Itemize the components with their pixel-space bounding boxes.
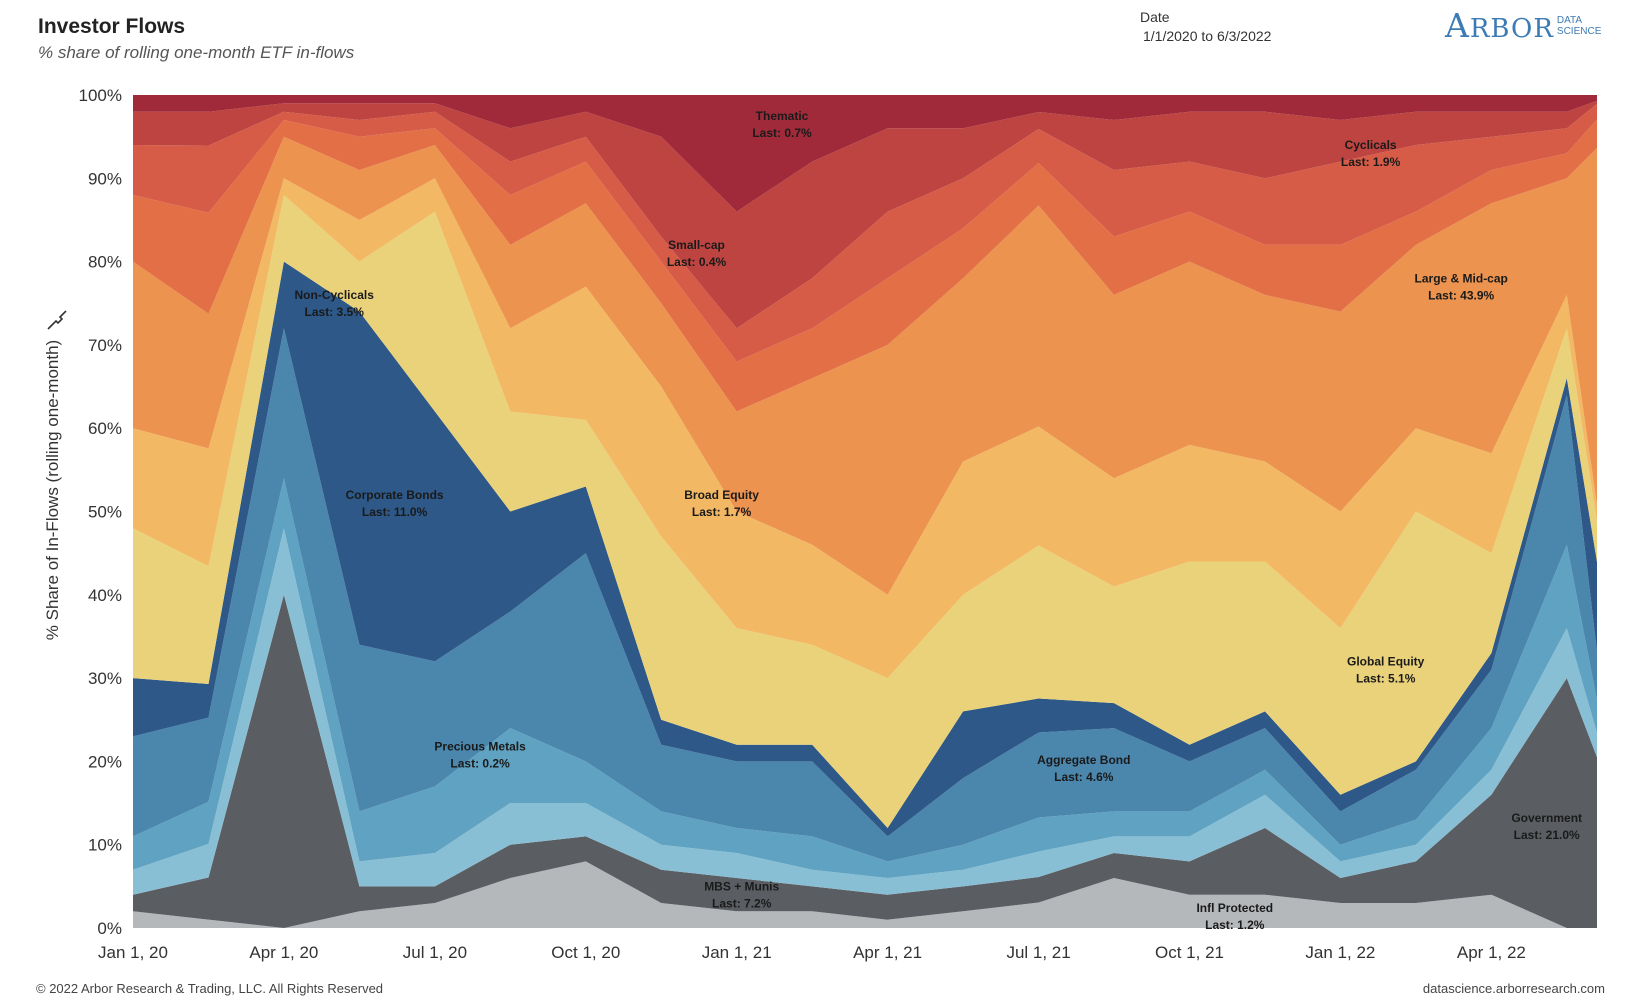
annotation-last-value: Last: 1.2%: [1205, 918, 1265, 932]
y-axis-label: % Share of In-Flows (rolling one-month): [43, 340, 62, 640]
annotation-name: Small-cap: [668, 238, 725, 252]
y-tick-label: 20%: [88, 752, 122, 771]
annotation-name: Non-Cyclicals: [295, 288, 375, 302]
annotation-last-value: Last: 1.9%: [1341, 155, 1401, 169]
x-tick-label: Jul 1, 21: [1006, 943, 1070, 962]
area-government[interactable]: [133, 594, 1597, 928]
source-url[interactable]: datascience.arborresearch.com: [1422, 981, 1605, 996]
annotation-aggregate-bond: Aggregate Bond Last: 4.6%: [1037, 753, 1130, 784]
chart-title: Investor Flows: [38, 15, 186, 38]
y-tick-label: 10%: [88, 836, 122, 855]
annotation-small-cap: Small-cap Last: 0.4%: [667, 238, 727, 269]
area-mbs-munis[interactable]: [133, 861, 1597, 928]
annotation-cyclicals: Cyclicals Last: 1.9%: [1341, 138, 1401, 169]
x-tick-label: Oct 1, 21: [1155, 943, 1224, 962]
annotation-last-value: Last: 7.2%: [712, 897, 772, 911]
annotation-last-value: Last: 4.6%: [1054, 770, 1114, 784]
x-tick-label: Jan 1, 22: [1305, 943, 1375, 962]
annotation-name: MBS + Munis: [704, 880, 779, 894]
date-filter-range[interactable]: 1/1/2020 to 6/3/2022: [1143, 28, 1272, 44]
area-corporate-bonds[interactable]: [133, 261, 1597, 837]
annotation-government: Government Last: 21.0%: [1511, 811, 1582, 842]
annotation-last-value: Last: 3.5%: [305, 305, 365, 319]
annotation-name: Aggregate Bond: [1037, 753, 1130, 767]
y-tick-label: 30%: [88, 669, 122, 688]
y-tick-label: 100%: [79, 86, 122, 105]
annotation-last-value: Last: 1.7%: [692, 505, 752, 519]
x-tick-label: Oct 1, 20: [551, 943, 620, 962]
series-annotations: Thematic Last: 0.7% Cyclicals Last: 1.9% Sma…: [295, 109, 1583, 932]
annotation-last-value: Last: 5.1%: [1356, 672, 1416, 686]
annotation-name: Corporate Bonds: [346, 488, 444, 502]
area-precious-metals[interactable]: [133, 478, 1597, 878]
y-tick-label: 40%: [88, 586, 122, 605]
x-tick-label: Jan 1, 20: [98, 943, 168, 962]
annotation-mbs-munis: MBS + Munis Last: 7.2%: [704, 880, 779, 911]
y-tick-label: 80%: [88, 253, 122, 272]
annotation-last-value: Last: 11.0%: [362, 505, 428, 519]
area-large-mid-cap[interactable]: [133, 136, 1597, 595]
annotation-last-value: Last: 0.2%: [450, 757, 510, 771]
annotation-name: Broad Equity: [684, 488, 759, 502]
annotation-name: Precious Metals: [434, 740, 526, 754]
x-tick-label: Apr 1, 20: [249, 943, 318, 962]
annotation-non-cyclicals: Non-Cyclicals Last: 3.5%: [295, 288, 375, 319]
chart-subtitle: % share of rolling one-month ETF in-flow…: [38, 43, 355, 62]
annotation-precious-metals: Precious Metals Last: 0.2%: [434, 740, 526, 771]
annotation-name: Large & Mid-cap: [1415, 271, 1508, 285]
y-tick-label: 90%: [88, 169, 122, 188]
area-aggregate-bond[interactable]: [133, 328, 1597, 862]
x-tick-label: Jul 1, 20: [403, 943, 467, 962]
annotation-thematic: Thematic Last: 0.7%: [752, 109, 812, 140]
area-cyclicals[interactable]: [133, 103, 1597, 362]
y-tick-label: 60%: [88, 419, 122, 438]
annotation-infl-protected: Infl Protected Last: 1.2%: [1196, 901, 1273, 932]
y-axis: 0% 10% 20% 30% 40% 50% 60% 70% 80% 90% 100%: [79, 86, 122, 938]
area-broad-equity[interactable]: [133, 178, 1597, 679]
annotation-name: Infl Protected: [1196, 901, 1273, 915]
copyright-notice: © 2022 Arbor Research & Trading, LLC. Al…: [36, 981, 384, 996]
pin-icon[interactable]: [47, 310, 67, 330]
logo-rest: RBOR: [1469, 14, 1554, 44]
annotation-name: Thematic: [756, 109, 809, 123]
y-tick-label: 0%: [97, 919, 122, 938]
annotation-last-value: Last: 21.0%: [1514, 828, 1580, 842]
logo-subtext: DATA SCIENCE: [1557, 15, 1601, 37]
x-tick-label: Jan 1, 21: [702, 943, 772, 962]
annotation-name: Cyclicals: [1345, 138, 1397, 152]
date-filter-label: Date: [1140, 9, 1170, 25]
area-thematic[interactable]: [133, 95, 1597, 212]
logo-sub-1: DATA: [1556, 14, 1583, 26]
annotation-name: Government: [1511, 811, 1582, 825]
annotation-last-value: Last: 0.4%: [667, 255, 727, 269]
y-tick-label: 50%: [88, 503, 122, 522]
x-tick-label: Apr 1, 22: [1457, 943, 1526, 962]
annotation-broad-equity: Broad Equity Last: 1.7%: [684, 488, 759, 519]
annotation-name: Global Equity: [1347, 655, 1425, 669]
logo-wordmark: ARBOR: [1445, 6, 1554, 45]
area-infl-protected[interactable]: [133, 528, 1597, 895]
x-tick-label: Apr 1, 21: [853, 943, 922, 962]
area-non-cyclicals[interactable]: [133, 119, 1597, 412]
annotation-last-value: Last: 43.9%: [1428, 288, 1494, 302]
y-tick-label: 70%: [88, 336, 122, 355]
annotation-last-value: Last: 0.7%: [752, 126, 812, 140]
logo-first: A: [1445, 6, 1470, 45]
x-axis: Jan 1, 20 Apr 1, 20 Jul 1, 20 Oct 1, 20 Jan …: [98, 943, 1526, 962]
annotation-large-mid-cap: Large & Mid-cap Last: 43.9%: [1415, 271, 1508, 302]
area-small-cap[interactable]: [133, 100, 1597, 329]
area-global-equity[interactable]: [133, 195, 1597, 828]
annotation-corporate-bonds: Corporate Bonds Last: 11.0%: [346, 488, 444, 519]
area-layer: [133, 95, 1597, 928]
logo-sub-2: SCIENCE: [1556, 25, 1602, 37]
annotation-global-equity: Global Equity Last: 5.1%: [1347, 655, 1425, 686]
arbor-logo: ARBOR DATA SCIENCE: [1445, 6, 1601, 45]
